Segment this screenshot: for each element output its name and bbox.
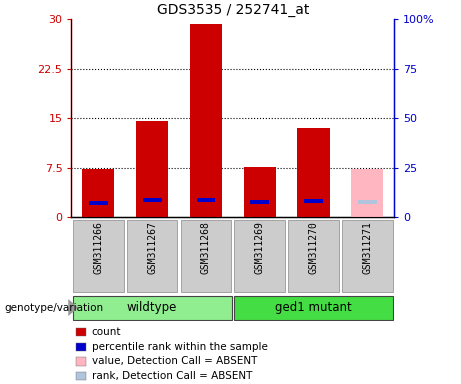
Title: GDS3535 / 252741_at: GDS3535 / 252741_at bbox=[157, 3, 309, 17]
Text: wildtype: wildtype bbox=[127, 301, 177, 314]
Text: GSM311266: GSM311266 bbox=[93, 221, 103, 274]
FancyBboxPatch shape bbox=[288, 220, 339, 292]
Bar bbox=[351, 169, 384, 217]
Polygon shape bbox=[68, 299, 78, 316]
Text: GSM311268: GSM311268 bbox=[201, 221, 211, 274]
FancyBboxPatch shape bbox=[72, 296, 232, 319]
FancyBboxPatch shape bbox=[181, 220, 231, 292]
Bar bbox=[250, 200, 269, 204]
Text: ged1 mutant: ged1 mutant bbox=[275, 301, 352, 314]
FancyBboxPatch shape bbox=[73, 220, 124, 292]
Bar bbox=[304, 199, 323, 203]
Bar bbox=[243, 167, 276, 217]
Text: percentile rank within the sample: percentile rank within the sample bbox=[92, 342, 268, 352]
FancyBboxPatch shape bbox=[127, 220, 177, 292]
Bar bbox=[89, 201, 108, 205]
Text: GSM311267: GSM311267 bbox=[147, 221, 157, 274]
Bar bbox=[136, 121, 168, 217]
Text: rank, Detection Call = ABSENT: rank, Detection Call = ABSENT bbox=[92, 371, 252, 381]
Bar bbox=[143, 198, 161, 202]
Bar bbox=[82, 169, 114, 217]
Bar bbox=[358, 200, 377, 204]
FancyBboxPatch shape bbox=[235, 220, 285, 292]
Bar bbox=[190, 24, 222, 217]
FancyBboxPatch shape bbox=[234, 296, 393, 319]
Text: count: count bbox=[92, 327, 121, 337]
Bar bbox=[297, 128, 330, 217]
Text: genotype/variation: genotype/variation bbox=[5, 303, 104, 313]
Text: GSM311270: GSM311270 bbox=[308, 221, 319, 274]
FancyBboxPatch shape bbox=[342, 220, 393, 292]
Bar bbox=[196, 198, 215, 202]
Text: value, Detection Call = ABSENT: value, Detection Call = ABSENT bbox=[92, 356, 257, 366]
Text: GSM311269: GSM311269 bbox=[254, 221, 265, 274]
Text: GSM311271: GSM311271 bbox=[362, 221, 372, 274]
